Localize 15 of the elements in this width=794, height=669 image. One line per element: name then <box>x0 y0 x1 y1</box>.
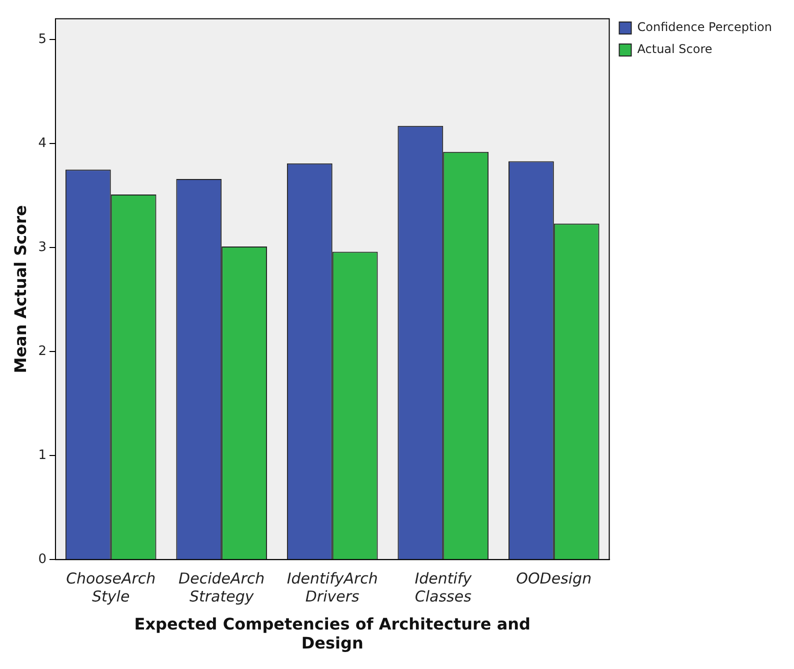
y-tick-label: 3 <box>38 240 46 255</box>
legend-label: Confidence Perception <box>637 20 772 34</box>
y-tick-label: 0 <box>38 552 46 567</box>
x-axis-title: Expected Competencies of Architecture and Design <box>134 614 530 653</box>
x-tick-label: DecideArch Strategy <box>178 569 265 606</box>
x-tick-label: Identify Classes <box>414 569 473 606</box>
x-tick-label: ChooseArch Style <box>66 569 156 606</box>
y-tick-label: 5 <box>38 32 46 47</box>
y-tick-label: 1 <box>38 448 46 463</box>
y-tick-label: 4 <box>38 136 46 151</box>
legend-label: Actual Score <box>637 42 712 56</box>
x-tick-label: OODesign <box>516 569 592 588</box>
y-tick-label: 2 <box>38 344 46 359</box>
y-axis-title: Mean Actual Score <box>10 205 30 374</box>
x-tick-label: IdentifyArch Drivers <box>286 569 378 606</box>
